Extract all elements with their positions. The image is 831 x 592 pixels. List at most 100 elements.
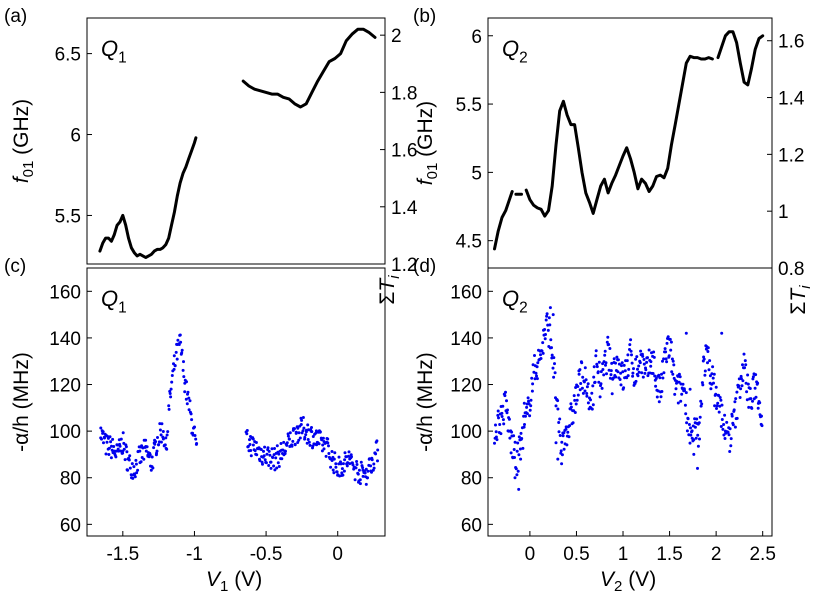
- data-point: [297, 438, 301, 442]
- y-tick-label: 100: [49, 422, 81, 443]
- data-point: [291, 439, 295, 443]
- data-point: [351, 463, 355, 467]
- data-point: [529, 398, 533, 402]
- data-point: [529, 404, 533, 408]
- y-tick-label: 80: [60, 469, 81, 490]
- data-point: [277, 452, 281, 456]
- data-point: [638, 361, 642, 365]
- data-point: [100, 437, 103, 441]
- data-point: [248, 438, 251, 442]
- data-point: [331, 468, 335, 472]
- data-point: [179, 340, 183, 344]
- data-point: [661, 376, 665, 380]
- data-point: [725, 420, 729, 424]
- data-point: [662, 371, 666, 375]
- data-point: [690, 429, 694, 433]
- data-point: [551, 366, 555, 370]
- data-point: [287, 437, 291, 441]
- data-point: [364, 467, 368, 471]
- data-point: [554, 404, 558, 408]
- data-point: [599, 370, 603, 374]
- data-point: [494, 435, 498, 439]
- series-line: [98, 136, 198, 259]
- data-point: [575, 398, 579, 402]
- data-point: [739, 387, 743, 391]
- x-tick-label: 0: [332, 544, 343, 565]
- data-point: [539, 357, 543, 360]
- data-point: [584, 378, 588, 382]
- data-point: [282, 440, 286, 444]
- data-point: [185, 402, 189, 406]
- data-point: [739, 374, 743, 378]
- data-point: [522, 425, 526, 429]
- data-point: [161, 437, 165, 441]
- data-point: [355, 460, 359, 463]
- data-point: [194, 437, 198, 441]
- data-point: [306, 423, 310, 427]
- data-point: [634, 357, 638, 361]
- data-point: [552, 375, 556, 379]
- data-point: [560, 453, 564, 457]
- data-point: [170, 380, 174, 384]
- data-point: [128, 466, 132, 470]
- data-point: [159, 433, 163, 437]
- data-point: [652, 350, 656, 354]
- data-point: [505, 411, 509, 415]
- data-point: [549, 338, 553, 342]
- data-point: [121, 431, 125, 435]
- data-point: [166, 430, 170, 434]
- data-point: [548, 306, 552, 310]
- data-point: [332, 471, 336, 475]
- y2-tick-label: 1.8: [391, 83, 417, 104]
- data-point: [612, 357, 616, 361]
- data-point: [685, 429, 689, 433]
- data-point: [341, 473, 345, 477]
- data-point: [599, 382, 603, 386]
- data-point: [714, 392, 718, 396]
- data-point: [169, 387, 173, 391]
- data-point: [557, 430, 561, 434]
- data-point: [714, 385, 718, 389]
- data-point: [694, 436, 698, 440]
- data-point: [251, 443, 255, 447]
- data-point: [551, 313, 555, 317]
- data-point: [354, 466, 358, 470]
- data-point: [760, 424, 764, 428]
- data-point: [621, 370, 625, 374]
- data-point: [745, 390, 749, 394]
- data-point: [372, 466, 376, 470]
- data-point: [193, 434, 197, 437]
- data-point: [501, 404, 505, 408]
- data-point: [620, 364, 623, 368]
- data-point: [167, 407, 171, 411]
- data-point: [494, 430, 498, 434]
- data-point: [561, 434, 565, 438]
- data-point: [182, 375, 186, 379]
- data-point: [585, 394, 589, 398]
- data-point: [576, 393, 580, 397]
- data-point: [500, 411, 504, 415]
- data-point: [688, 387, 692, 391]
- data-point: [585, 385, 589, 389]
- data-point: [677, 372, 681, 376]
- data-point: [301, 429, 305, 433]
- data-point: [348, 462, 352, 466]
- data-point: [342, 469, 346, 473]
- data-point: [273, 468, 277, 472]
- data-point: [719, 398, 723, 402]
- x-tick-label: -0.5: [250, 544, 283, 565]
- data-point: [754, 395, 758, 399]
- data-point: [249, 454, 253, 458]
- data-point: [708, 359, 712, 363]
- data-point: [635, 355, 639, 359]
- data-point: [751, 375, 755, 379]
- data-point: [706, 361, 709, 365]
- data-point: [160, 422, 164, 426]
- data-point: [496, 413, 500, 417]
- data-point: [535, 377, 539, 381]
- data-point: [603, 353, 607, 357]
- data-point: [376, 459, 379, 463]
- y-tick-label: 140: [450, 329, 482, 350]
- data-point: [298, 436, 302, 440]
- data-point: [361, 474, 365, 478]
